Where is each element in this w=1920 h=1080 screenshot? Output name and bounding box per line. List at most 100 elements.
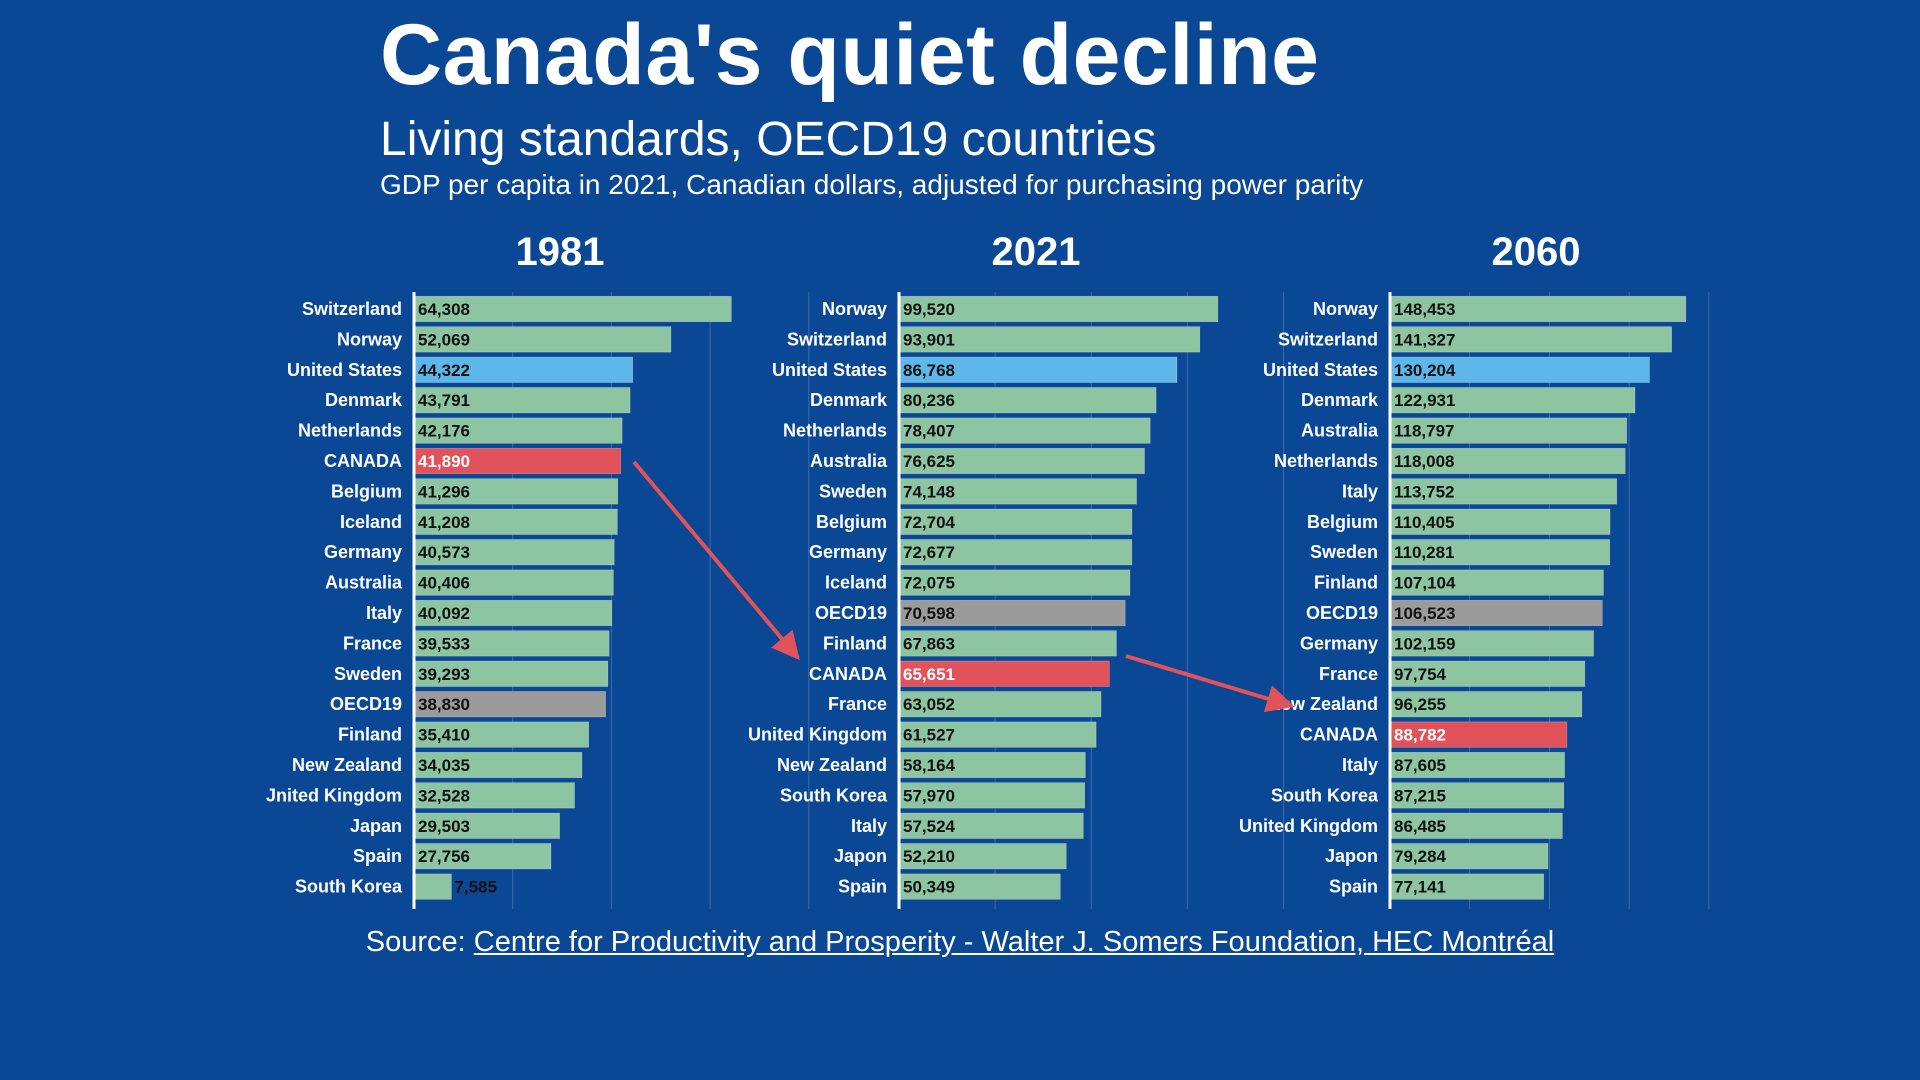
bar-2021-oecd19	[898, 599, 1126, 627]
category-label: Spain	[353, 846, 402, 866]
value-label: 113,752	[1394, 482, 1455, 501]
category-label: Japon	[1325, 846, 1378, 866]
value-label: 44,322	[418, 361, 470, 380]
value-label: 70,598	[903, 604, 955, 623]
category-label: Spain	[1329, 877, 1378, 897]
value-label: 110,405	[1394, 513, 1455, 532]
category-label: Belgium	[816, 512, 887, 532]
bar-1981-japan	[413, 812, 560, 839]
category-label: Australia	[810, 451, 888, 471]
category-label: United States	[287, 360, 402, 380]
category-label: Norway	[822, 299, 887, 319]
bar-1981-south-korea	[413, 873, 452, 900]
value-label: 40,573	[418, 543, 470, 562]
bar-2060-italy	[1389, 751, 1565, 779]
category-label: Germany	[324, 542, 402, 562]
category-label: Jnited Kingdom	[266, 785, 402, 805]
bar-2060-australia	[1389, 417, 1628, 444]
category-label: France	[828, 694, 887, 714]
category-label: CANADA	[809, 664, 887, 684]
bar-1981-italy	[413, 599, 613, 627]
panel-title-2060: 2060	[1492, 230, 1581, 274]
value-label: 57,524	[903, 817, 956, 836]
value-label: 87,605	[1394, 756, 1446, 775]
bar-2060-italy	[1389, 478, 1618, 505]
arrow-2021-to-2060	[1125, 654, 1295, 713]
value-label: 118,008	[1394, 452, 1455, 471]
value-label: 97,754	[1394, 665, 1447, 684]
value-label: 57,970	[903, 786, 955, 805]
category-label: Sweden	[1310, 542, 1378, 562]
category-label: Australia	[325, 573, 403, 593]
value-label: 58,164	[903, 756, 956, 775]
value-label: 41,208	[418, 513, 470, 532]
bar-2021-france	[898, 691, 1102, 718]
category-label: South Korea	[295, 877, 403, 897]
value-label: 93,901	[903, 330, 955, 349]
bar-1981-switzerland	[413, 295, 732, 323]
bar-2060-united-states	[1389, 356, 1650, 383]
category-label: Japon	[834, 846, 887, 866]
category-label: Italy	[851, 816, 887, 836]
value-label: 86,768	[903, 361, 955, 380]
bar-2021-sweden	[898, 478, 1137, 505]
category-label: Switzerland	[1278, 329, 1378, 349]
category-label: Denmark	[1301, 390, 1379, 410]
category-label: New Zealand	[1268, 694, 1378, 714]
panel-title-1981: 1981	[516, 230, 605, 274]
bar-2021-switzerland	[898, 326, 1201, 353]
value-label: 99,520	[903, 300, 955, 319]
value-label: 29,503	[418, 817, 470, 836]
bar-1981-norway	[413, 326, 672, 353]
value-label: 42,176	[418, 422, 470, 441]
value-label: 63,052	[903, 695, 955, 714]
source-prefix: Source:	[365, 926, 474, 958]
panel-title-2021: 2021	[992, 230, 1081, 274]
value-label: 64,308	[418, 300, 470, 319]
bar-2060-belgium	[1389, 508, 1611, 535]
bar-2060-canada	[1389, 721, 1568, 748]
value-label: 80,236	[903, 391, 955, 410]
value-label: 78,407	[903, 422, 955, 441]
category-label: United Kingdom	[748, 725, 887, 745]
category-label: South Korea	[1271, 785, 1379, 805]
bar-1981-spain	[413, 843, 552, 870]
value-label: 40,092	[418, 604, 470, 623]
bar-2021-norway	[898, 295, 1219, 323]
value-label: 27,756	[418, 847, 470, 866]
bar-1981-iceland	[413, 508, 618, 535]
bar-2021-iceland	[898, 569, 1131, 596]
category-label: New Zealand	[292, 755, 402, 775]
value-label: 38,830	[418, 695, 470, 714]
category-label: Sweden	[819, 481, 887, 501]
category-label: OECD19	[1306, 603, 1378, 623]
value-label: 41,296	[418, 482, 470, 501]
category-label: Finland	[823, 633, 887, 653]
category-label: Sweden	[334, 664, 402, 684]
bar-2060-oecd19	[1389, 599, 1603, 627]
value-label: 96,255	[1394, 695, 1446, 714]
bar-2060-france	[1389, 660, 1586, 687]
bar-2021-italy	[898, 812, 1084, 839]
page-title: Canada's quiet decline	[380, 7, 1320, 103]
chart-panel-1981: 1981 Switzerland 64,308 Norway 52,069 United …	[266, 230, 810, 909]
bar-2060-united-kingdom	[1389, 812, 1563, 839]
category-label: Netherlands	[298, 421, 402, 441]
category-label: Norway	[337, 329, 402, 349]
bar-2060-spain	[1389, 873, 1545, 900]
category-label: Norway	[1313, 299, 1378, 319]
value-label: 52,069	[418, 330, 470, 349]
source-link[interactable]: Centre for Productivity and Prosperity -…	[473, 926, 1555, 958]
category-label: Denmark	[810, 390, 888, 410]
bar-2021-canada	[898, 660, 1110, 687]
chart-panel-2060: 2060 Norway 148,453 Switzerland 141,327 Unite…	[1239, 230, 1710, 909]
category-label: Switzerland	[302, 299, 402, 319]
bar-2060-japon	[1389, 843, 1549, 870]
value-label: 40,406	[418, 574, 470, 593]
bar-1981-united-states	[413, 356, 634, 383]
value-label: 130,204	[1394, 361, 1456, 380]
category-label: Switzerland	[787, 329, 887, 349]
value-label: 50,349	[903, 878, 955, 897]
category-label: Australia	[1301, 421, 1379, 441]
category-label: Italy	[1342, 755, 1378, 775]
